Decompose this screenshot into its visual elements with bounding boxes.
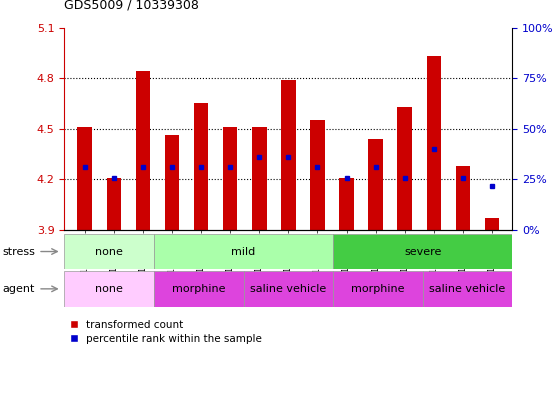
Bar [333,271,423,307]
Text: GDS5009 / 10339308: GDS5009 / 10339308 [64,0,199,12]
Bar [244,271,333,307]
Bar [223,127,237,230]
Bar [252,127,267,230]
Text: none: none [95,284,123,294]
Bar [456,166,470,230]
Text: morphine: morphine [172,284,226,294]
Text: agent: agent [3,284,35,294]
Bar [106,178,121,230]
Bar [398,107,412,230]
Bar [77,127,92,230]
Text: stress: stress [3,246,36,257]
Bar [310,120,325,230]
Text: mild: mild [231,246,256,257]
Bar [136,72,150,230]
Bar [339,178,354,230]
Bar [154,271,244,307]
Bar [64,271,154,307]
Bar [165,136,179,230]
Text: saline vehicle: saline vehicle [430,284,506,294]
Text: none: none [95,246,123,257]
Bar [154,234,333,269]
Text: saline vehicle: saline vehicle [250,284,326,294]
Bar [368,139,383,230]
Bar [423,271,512,307]
Bar [427,56,441,230]
Bar [485,218,500,230]
Bar [64,234,154,269]
Text: morphine: morphine [351,284,405,294]
Text: severe: severe [404,246,441,257]
Bar [333,234,512,269]
Bar [281,80,296,230]
Bar [194,103,208,230]
Legend: transformed count, percentile rank within the sample: transformed count, percentile rank withi… [69,320,262,344]
